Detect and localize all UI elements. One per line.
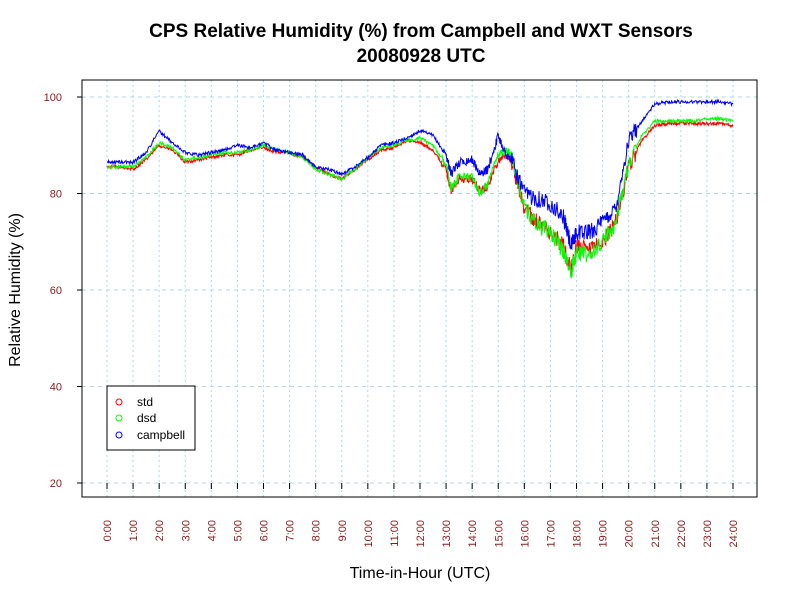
x-tick-label: 12:00 bbox=[415, 520, 427, 548]
x-tick-label: 3:00 bbox=[180, 520, 192, 541]
x-axis-label: Time-in-Hour (UTC) bbox=[350, 565, 491, 582]
x-tick-label: 17:00 bbox=[545, 520, 557, 548]
legend-marker-campbell bbox=[115, 431, 123, 439]
x-axis-ticks: 0:00 1:00 2:00 3:00 4:00 5:00 6:00 7:00 8:00 9:00… bbox=[102, 483, 740, 548]
x-tick-label: 24:00 bbox=[728, 520, 740, 548]
chart-subtitle: 20080928 UTC bbox=[357, 46, 486, 67]
x-tick-label: 10:00 bbox=[363, 520, 375, 548]
y-tick-label: 40 bbox=[50, 382, 62, 394]
y-tick-label: 80 bbox=[50, 189, 62, 201]
x-tick-label: 13:00 bbox=[441, 520, 453, 548]
x-tick-label: 5:00 bbox=[232, 520, 244, 541]
x-tick-label: 6:00 bbox=[259, 520, 271, 541]
x-tick-label: 16:00 bbox=[519, 520, 531, 548]
x-tick-label: 15:00 bbox=[493, 520, 505, 548]
x-tick-label: 4:00 bbox=[206, 520, 218, 541]
legend-marker-std bbox=[115, 398, 123, 406]
x-tick-label: 8:00 bbox=[311, 520, 323, 541]
x-tick-label: 23:00 bbox=[702, 520, 714, 548]
x-tick-label: 2:00 bbox=[154, 520, 166, 541]
x-tick-label: 18:00 bbox=[572, 520, 584, 548]
x-tick-label: 14:00 bbox=[467, 520, 479, 548]
x-tick-label: 21:00 bbox=[650, 520, 662, 548]
x-tick-label: 20:00 bbox=[624, 520, 636, 548]
legend: std dsd campbell bbox=[106, 385, 196, 451]
x-tick-label: 1:00 bbox=[128, 520, 140, 541]
series-line-dsd bbox=[106, 115, 734, 279]
x-tick-label: 9:00 bbox=[337, 520, 349, 541]
chart-title: CPS Relative Humidity (%) from Campbell … bbox=[149, 21, 693, 42]
y-axis-ticks: 20 40 60 80 100 bbox=[44, 92, 82, 490]
series-line-std bbox=[106, 120, 734, 276]
legend-label-campbell: campbell bbox=[137, 428, 185, 442]
x-tick-label: 0:00 bbox=[102, 520, 114, 541]
y-axis-label: Relative Humidity (%) bbox=[7, 213, 24, 367]
data-series bbox=[106, 98, 734, 279]
y-tick-label: 20 bbox=[50, 478, 62, 490]
x-tick-label: 19:00 bbox=[598, 520, 610, 548]
legend-label-std: std bbox=[137, 395, 153, 409]
series-line-campbell bbox=[106, 98, 734, 251]
legend-marker-dsd bbox=[115, 414, 123, 422]
plot-frame bbox=[81, 79, 758, 498]
x-tick-label: 11:00 bbox=[389, 520, 401, 547]
y-tick-label: 100 bbox=[44, 92, 62, 104]
x-tick-label: 22:00 bbox=[676, 520, 688, 548]
x-tick-label: 7:00 bbox=[285, 520, 297, 541]
y-tick-label: 60 bbox=[50, 285, 62, 297]
legend-label-dsd: dsd bbox=[137, 411, 156, 425]
